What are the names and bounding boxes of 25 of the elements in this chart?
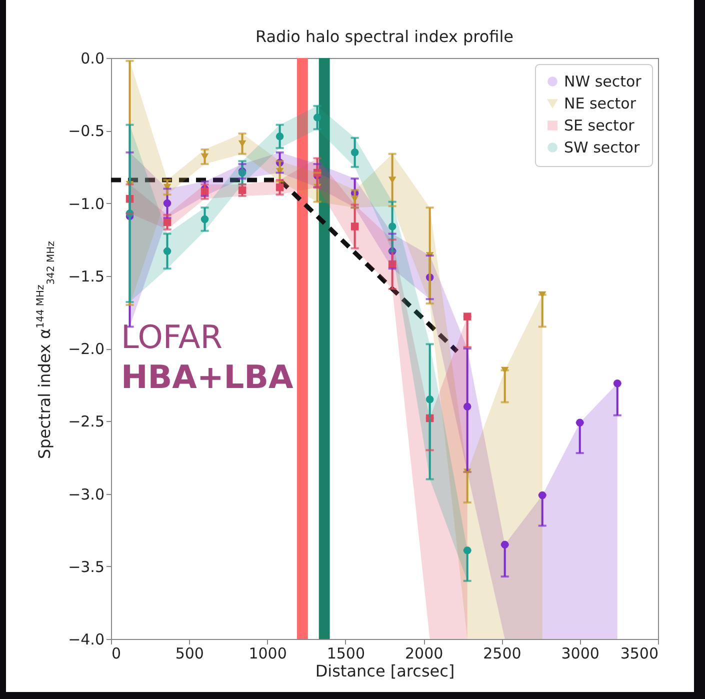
chart-title: Radio halo spectral index profile <box>255 27 514 46</box>
legend-label: SE sector <box>564 116 636 134</box>
y-tick-label: −1.0 <box>68 194 104 213</box>
x-tick-label: 1000 <box>248 644 287 662</box>
x-tick-label: 3000 <box>561 644 600 662</box>
y-tick-label: −2.0 <box>68 340 104 358</box>
x-tick-label: 3500 <box>620 644 658 662</box>
y-tick-label: −3.0 <box>68 485 104 504</box>
y-tick-label: −1.5 <box>68 267 104 286</box>
x-tick-label: 2000 <box>404 644 444 662</box>
annotation: LOFAR <box>121 318 222 356</box>
x-tick-label: 500 <box>175 644 204 662</box>
legend-label: NW sector <box>564 72 642 90</box>
annotation: HBA+LBA <box>121 358 294 396</box>
legend-label: SW sector <box>564 138 640 156</box>
x-tick-label: 2500 <box>483 644 522 662</box>
y-tick-label: −3.5 <box>68 558 104 576</box>
x-axis-title: Distance [arcsec] <box>315 662 455 680</box>
y-tick-label: −2.5 <box>68 412 104 431</box>
x-tick-label: 0 <box>112 644 122 662</box>
legend-label: NE sector <box>564 94 637 112</box>
y-tick-label: −4.0 <box>68 630 104 648</box>
x-tick-label: 1500 <box>326 644 366 662</box>
y-tick-label: −0.5 <box>68 122 104 140</box>
y-tick-label: 0.0 <box>80 50 104 68</box>
